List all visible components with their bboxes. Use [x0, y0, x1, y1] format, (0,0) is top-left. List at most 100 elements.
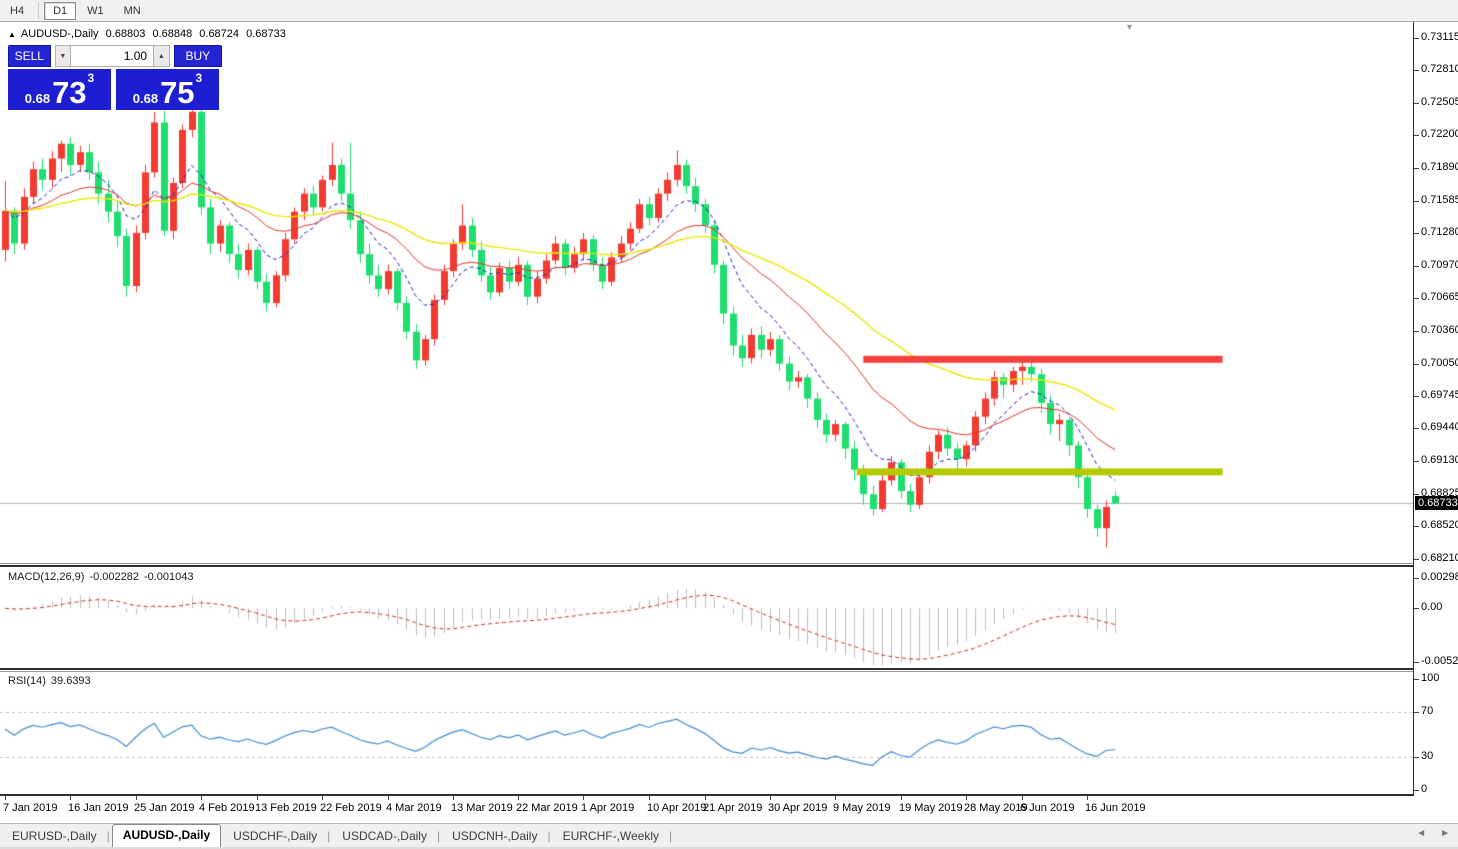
date-tick-label: 28 May 2019	[964, 802, 1028, 814]
buy-price-sup: 3	[195, 71, 203, 85]
main-macd-splitter[interactable]	[0, 563, 1414, 564]
sell-price-big: 73	[52, 75, 87, 110]
date-tick-label: 9 May 2019	[833, 802, 891, 814]
chart-tab-eurchf-weekly[interactable]: EURCHF-,Weekly	[562, 829, 660, 843]
price-tick-mark	[1414, 201, 1419, 202]
date-tick-label: 25 Jan 2019	[134, 802, 195, 814]
date-tick-label: 16 Jan 2019	[68, 802, 129, 814]
chart-tab-usdcad-daily[interactable]: USDCAD-,Daily	[342, 829, 427, 843]
date-tick-mark	[322, 795, 323, 800]
timeframe-button-mn[interactable]: MN	[123, 4, 141, 17]
date-tick-mark	[835, 795, 836, 800]
tab-separator: |	[327, 829, 331, 843]
chart-header: ▲ AUDUSD-,Daily 0.68803 0.68848 0.68724 0…	[8, 28, 290, 40]
date-tick-mark	[1087, 795, 1088, 800]
price-tick-label: 0.70970	[1421, 259, 1458, 271]
chart-tab-eurusd-daily[interactable]: EURUSD-,Daily	[12, 829, 97, 843]
rsi-name: RSI(14)	[8, 675, 46, 687]
rsi-tick-mark	[1414, 757, 1419, 758]
rsi-tick-label: 30	[1421, 750, 1434, 762]
price-tick-mark	[1414, 396, 1419, 397]
date-tick-mark	[583, 795, 584, 800]
price-tick-label: 0.70665	[1421, 291, 1458, 303]
buy-button[interactable]: BUY	[173, 45, 222, 67]
macd-value-signal: -0.001043	[143, 571, 194, 583]
price-tick-mark	[1414, 266, 1419, 267]
price-tick-label: 0.71890	[1421, 161, 1458, 173]
price-tick-label: 0.72810	[1421, 63, 1458, 75]
buy-price-big: 75	[160, 75, 195, 110]
volume-increase-button[interactable]: ▲	[153, 45, 170, 67]
date-tick-label: 1 Apr 2019	[581, 802, 635, 814]
macd-tick-label: 0.00	[1421, 601, 1443, 613]
price-chart-canvas[interactable]	[0, 22, 1413, 822]
price-tick-mark	[1414, 364, 1419, 365]
macd-tick-mark	[1414, 608, 1419, 609]
chart-tab-usdcnh-daily[interactable]: USDCNH-,Daily	[452, 829, 538, 843]
rsi-tick-mark	[1414, 679, 1419, 680]
date-tick-label: 7 Jan 2019	[3, 802, 58, 814]
sell-button[interactable]: SELL	[8, 45, 51, 67]
volume-input[interactable]	[71, 45, 154, 67]
price-tick-label: 0.69130	[1421, 454, 1458, 466]
rsi-tick-label: 70	[1421, 705, 1434, 717]
rsi-indicator-label: RSI(14) 39.6393	[8, 675, 96, 687]
macd-value-main: -0.002282	[89, 571, 139, 583]
date-tick-mark	[901, 795, 902, 800]
chart-shift-marker-icon[interactable]: ▼	[1125, 22, 1134, 32]
ohlc-high: 0.68848	[152, 28, 193, 40]
date-tick-label: 16 Jun 2019	[1085, 802, 1146, 814]
sell-price-sup: 3	[87, 71, 95, 85]
price-tick-mark	[1414, 70, 1419, 71]
timeframe-button-w1[interactable]: W1	[87, 4, 104, 17]
tab-scroll-right-icon[interactable]: ►	[1440, 828, 1450, 839]
price-tick-mark	[1414, 135, 1419, 136]
date-tick-label: 22 Feb 2019	[320, 802, 382, 814]
rsi-tick-label: 0	[1421, 783, 1428, 795]
date-tick-mark	[966, 795, 967, 800]
collapse-panel-icon[interactable]: ▲	[8, 30, 16, 39]
timeframe-toolbar: H4 D1 W1 MN	[0, 0, 1458, 22]
date-tick-label: 22 Mar 2019	[516, 802, 578, 814]
rsi-tick-mark	[1414, 790, 1419, 791]
price-tick-label: 0.70360	[1421, 324, 1458, 336]
buy-price-button[interactable]: 0.68 75 3	[116, 69, 219, 110]
price-axis-border	[1413, 22, 1414, 795]
date-tick-mark	[649, 795, 650, 800]
date-tick-label: 19 May 2019	[899, 802, 963, 814]
volume-decrease-button[interactable]: ▼	[54, 45, 72, 67]
price-tick-label: 0.69440	[1421, 421, 1458, 433]
timeframe-button-d1[interactable]: D1	[44, 1, 77, 20]
chart-tab-usdchf-daily[interactable]: USDCHF-,Daily	[233, 829, 318, 843]
price-tick-label: 0.71280	[1421, 226, 1458, 238]
chart-tab-bar: EURUSD-,Daily | AUDUSD-,Daily USDCHF-,Daily…	[0, 823, 1458, 847]
date-tick-label: 6 Jun 2019	[1020, 802, 1075, 814]
tab-separator: |	[669, 829, 673, 843]
sell-price-button[interactable]: 0.68 73 3	[8, 69, 111, 110]
date-tick-label: 30 Apr 2019	[768, 802, 828, 814]
price-tick-label: 0.72505	[1421, 96, 1458, 108]
current-price-tag: 0.68733	[1415, 496, 1458, 510]
price-tick-mark	[1414, 103, 1419, 104]
date-tick-label: 13 Mar 2019	[451, 802, 513, 814]
date-tick-mark	[388, 795, 389, 800]
date-tick-label: 13 Feb 2019	[255, 802, 317, 814]
price-tick-mark	[1414, 494, 1419, 495]
timeframe-button-h4[interactable]: H4	[10, 4, 25, 17]
macd-tick-mark	[1414, 578, 1419, 579]
date-tick-mark	[257, 795, 258, 800]
date-tick-mark	[453, 795, 454, 800]
tab-separator: |	[547, 829, 551, 843]
macd-rsi-splitter-line	[0, 671, 1414, 672]
date-tick-label: 10 Apr 2019	[647, 802, 707, 814]
date-tick-label: 4 Feb 2019	[199, 802, 255, 814]
tab-scroll-left-icon[interactable]: ◄	[1416, 828, 1427, 839]
date-tick-mark	[770, 795, 771, 800]
ohlc-open: 0.68803	[105, 28, 146, 40]
ohlc-close: 0.68733	[246, 28, 286, 40]
price-tick-mark	[1414, 331, 1419, 332]
macd-rsi-splitter[interactable]	[0, 668, 1414, 670]
chart-tab-audusd-daily[interactable]: AUDUSD-,Daily	[111, 824, 222, 847]
date-tick-label: 21 Apr 2019	[703, 802, 763, 814]
